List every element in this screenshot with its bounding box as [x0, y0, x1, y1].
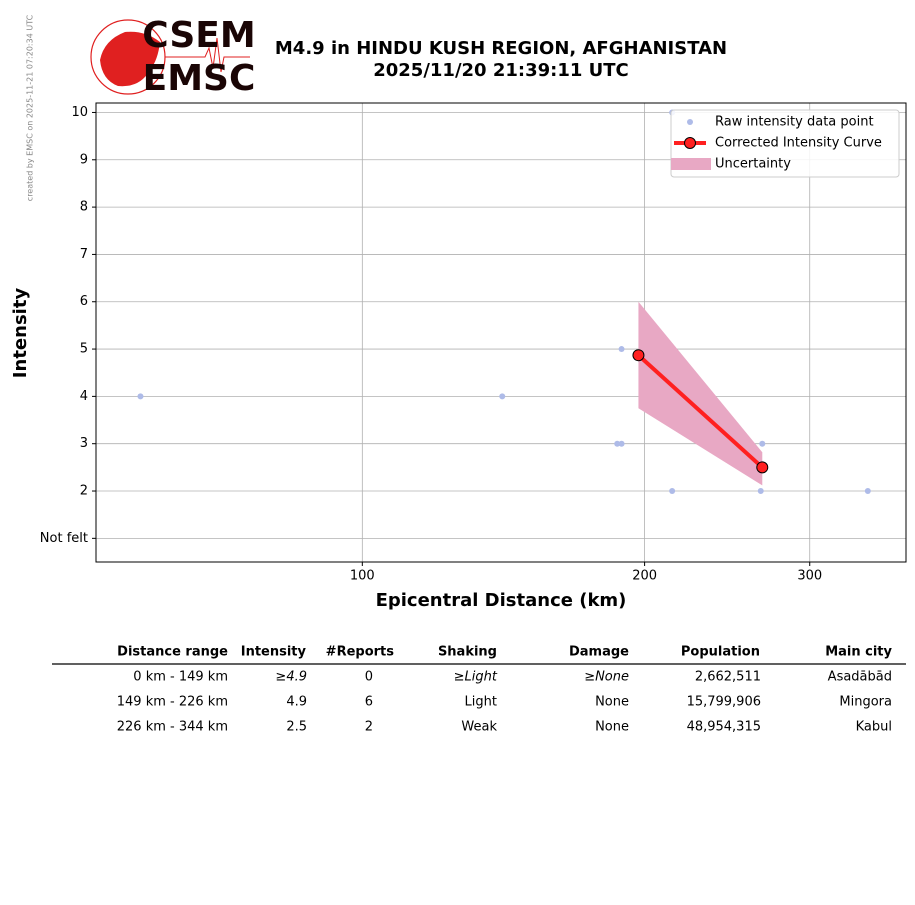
table-cell: Light — [465, 695, 497, 710]
uncertainty-band — [638, 301, 763, 486]
legend-label: Raw intensity data point — [715, 115, 874, 130]
x-tick-label: 100 — [350, 569, 375, 584]
data-point — [618, 440, 625, 447]
table-cell: 2,662,511 — [695, 670, 761, 685]
table-cell: 226 km - 344 km — [117, 720, 228, 735]
data-point — [759, 440, 766, 447]
curve-marker — [756, 461, 769, 474]
y-tick-label: 10 — [71, 105, 88, 120]
data-point — [618, 346, 625, 353]
table-cell: Kabul — [856, 720, 892, 735]
table-header: Intensity — [241, 645, 307, 660]
logo-top: CSEM — [142, 15, 255, 56]
data-point — [669, 488, 676, 495]
legend: Raw intensity data point Corrected Intens… — [670, 109, 900, 178]
table-cell: Asadābād — [828, 670, 892, 685]
y-tick-label: 8 — [80, 200, 88, 215]
table-cell: 2.5 — [286, 720, 307, 735]
table-cell: 15,799,906 — [687, 695, 761, 710]
table-header: #Reports — [326, 645, 395, 660]
table-cell: ≥None — [584, 670, 629, 685]
logo-map — [100, 31, 160, 87]
table-header: Shaking — [438, 645, 497, 660]
legend-label: Uncertainty — [715, 157, 791, 172]
data-point — [864, 488, 871, 495]
table-cell: 0 km - 149 km — [133, 670, 228, 685]
table-cell: None — [595, 695, 629, 710]
y-tick-label: 5 — [80, 342, 88, 357]
table-cell: ≥Light — [454, 670, 498, 685]
table-cell: 2 — [365, 720, 373, 735]
y-tick-label: 2 — [80, 484, 88, 499]
plot-frame — [95, 102, 907, 563]
legend-box — [670, 109, 900, 178]
table-cell: 4.9 — [286, 695, 307, 710]
data-point — [757, 488, 764, 495]
logo: CSEM EMSC — [90, 15, 256, 99]
data-point — [499, 393, 506, 400]
y-tick-label: Not felt — [40, 531, 88, 546]
x-axis-label: Epicentral Distance (km) — [376, 590, 627, 611]
legend-swatch — [671, 158, 711, 170]
table-cell: Weak — [461, 720, 497, 735]
table-cell: 149 km - 226 km — [117, 695, 228, 710]
table-header: Damage — [569, 645, 629, 660]
table-cell: 6 — [365, 695, 373, 710]
y-tick-label: 3 — [80, 436, 88, 451]
legend-label: Corrected Intensity Curve — [715, 136, 882, 151]
table-cell: None — [595, 720, 629, 735]
data-point — [614, 440, 621, 447]
table-cell: 0 — [365, 670, 373, 685]
chart-subtitle: 2025/11/20 21:39:11 UTC — [373, 60, 629, 81]
legend-swatch — [687, 119, 693, 125]
curve — [637, 353, 764, 469]
y-tick-label: 4 — [80, 389, 88, 404]
table-cell: Mingora — [839, 695, 892, 710]
table-header: Main city — [825, 645, 892, 660]
x-tick-label: 300 — [797, 569, 822, 584]
y-tick-label: 9 — [80, 152, 88, 167]
credit: created by EMSC on 2025-11-21 07:20:34 U… — [26, 14, 35, 201]
chart-title: M4.9 in HINDU KUSH REGION, AFGHANISTAN — [275, 38, 727, 59]
y-tick-label: 6 — [80, 294, 88, 309]
y-axis-label: Intensity — [10, 288, 31, 379]
y-tick-label: 7 — [80, 247, 88, 262]
table-header: Distance range — [117, 645, 228, 660]
table-cell: ≥4.9 — [275, 670, 307, 685]
logo-bottom: EMSC — [143, 58, 256, 99]
legend-swatch — [684, 137, 696, 149]
logo-wave — [165, 37, 250, 73]
data-point — [137, 393, 144, 400]
x-tick-label: 200 — [632, 569, 657, 584]
table-header: Population — [681, 645, 760, 660]
curve-marker — [632, 349, 645, 362]
table-cell: 48,954,315 — [687, 720, 761, 735]
